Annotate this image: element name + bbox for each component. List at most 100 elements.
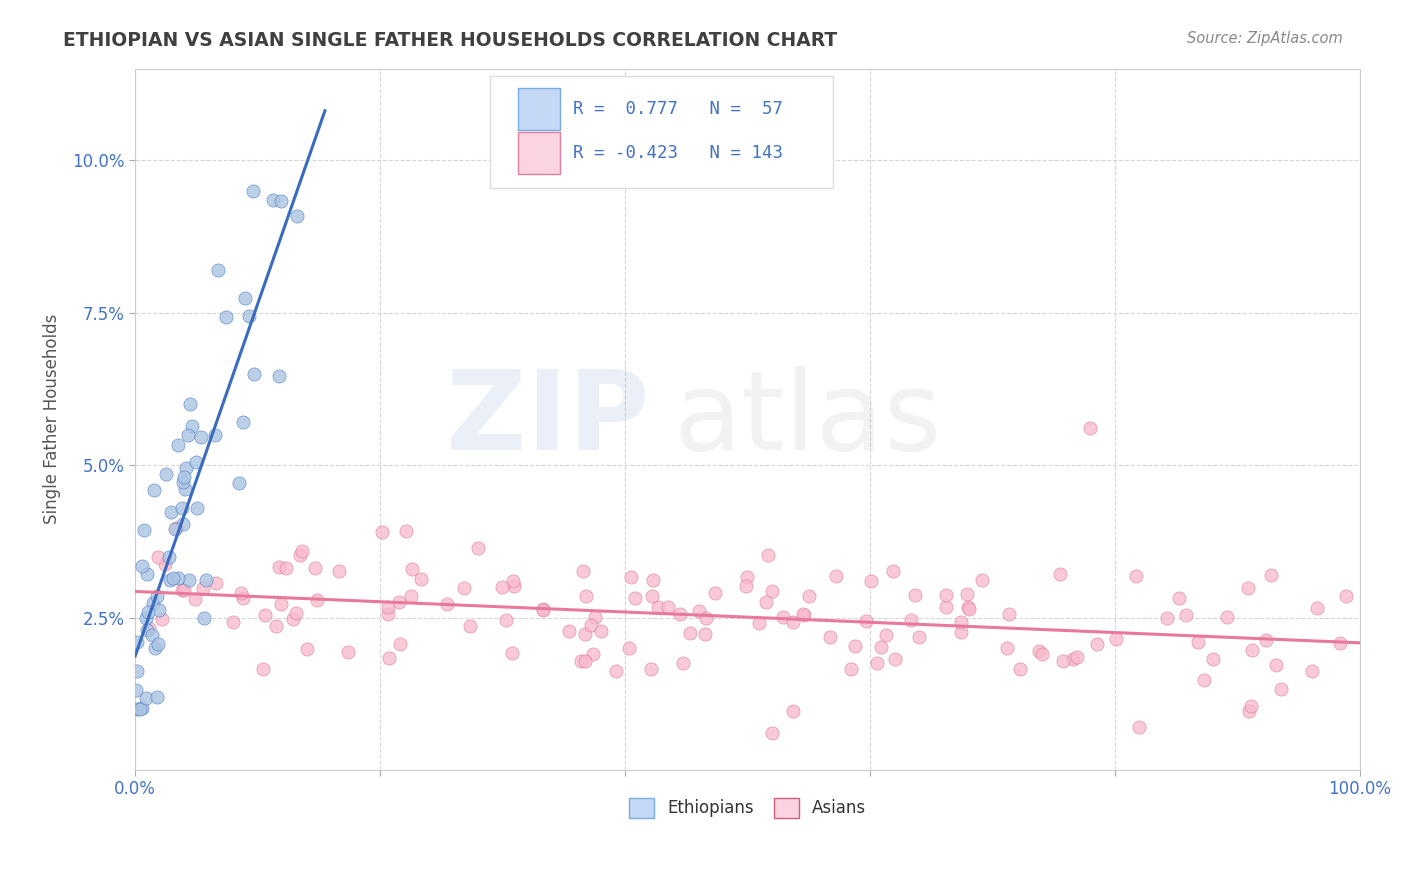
Point: [146, 637, 169, 651]
Point: [125, 664, 148, 678]
Point: [748, 615, 770, 630]
Point: [135, 690, 157, 705]
Point: [1125, 569, 1147, 583]
Point: [173, 469, 195, 483]
Point: [735, 570, 758, 584]
Point: [131, 558, 153, 573]
FancyBboxPatch shape: [519, 132, 560, 174]
Point: [1260, 567, 1282, 582]
Point: [617, 640, 640, 655]
Point: [688, 604, 710, 618]
Point: [997, 607, 1019, 621]
Point: [222, 615, 245, 629]
Point: [146, 590, 169, 604]
Point: [882, 564, 904, 578]
Point: [193, 611, 215, 625]
Point: [583, 609, 606, 624]
Point: [761, 583, 783, 598]
Point: [1066, 649, 1088, 664]
Point: [669, 607, 692, 621]
Point: [159, 573, 181, 587]
Point: [142, 596, 165, 610]
Point: [267, 369, 290, 384]
Point: [388, 594, 411, 608]
Point: [150, 612, 173, 626]
Point: [557, 624, 579, 638]
Point: [735, 579, 758, 593]
Point: [264, 619, 287, 633]
Point: [501, 646, 523, 660]
Point: [290, 549, 312, 563]
Point: [458, 618, 481, 632]
Point: [640, 662, 662, 676]
Point: [134, 524, 156, 538]
Point: [1052, 654, 1074, 668]
Text: R = -0.423   N = 143: R = -0.423 N = 143: [574, 144, 783, 162]
Point: [138, 605, 160, 619]
Point: [1028, 643, 1050, 657]
Point: [1031, 647, 1053, 661]
Point: [141, 627, 163, 641]
Text: Source: ZipAtlas.com: Source: ZipAtlas.com: [1187, 31, 1343, 46]
Point: [495, 613, 517, 627]
Text: atlas: atlas: [673, 366, 942, 473]
Point: [1240, 698, 1263, 713]
Point: [957, 599, 980, 614]
Point: [1265, 657, 1288, 672]
Point: [125, 702, 148, 716]
Point: [176, 428, 198, 442]
Point: [411, 572, 433, 586]
Point: [957, 601, 980, 615]
Point: [186, 455, 208, 469]
Point: [207, 262, 229, 277]
Point: [172, 583, 194, 598]
Point: [641, 573, 664, 587]
Point: [569, 654, 592, 668]
Point: [907, 630, 929, 644]
Point: [1254, 633, 1277, 648]
Point: [695, 626, 717, 640]
Point: [1329, 636, 1351, 650]
Point: [228, 476, 250, 491]
Point: [502, 574, 524, 588]
Point: [995, 641, 1018, 656]
Legend: Ethiopians, Asians: Ethiopians, Asians: [621, 791, 873, 825]
Point: [844, 640, 866, 654]
Point: [866, 657, 889, 671]
Point: [671, 656, 693, 670]
Point: [155, 557, 177, 571]
Point: [304, 561, 326, 575]
Point: [797, 590, 820, 604]
Point: [581, 618, 603, 632]
Point: [135, 611, 157, 625]
Point: [870, 640, 893, 654]
Point: [242, 367, 264, 381]
Point: [839, 662, 862, 676]
Point: [138, 621, 160, 635]
Point: [755, 595, 778, 609]
Point: [582, 647, 605, 661]
Point: [900, 614, 922, 628]
Point: [125, 682, 148, 697]
Point: [1334, 589, 1357, 603]
Point: [678, 625, 700, 640]
Text: ETHIOPIAN VS ASIAN SINGLE FATHER HOUSEHOLDS CORRELATION CHART: ETHIOPIAN VS ASIAN SINGLE FATHER HOUSEHO…: [63, 31, 838, 50]
Point: [162, 571, 184, 585]
Point: [131, 701, 153, 715]
Point: [1202, 652, 1225, 666]
Point: [818, 630, 841, 644]
Point: [238, 309, 260, 323]
Point: [195, 573, 218, 587]
Point: [1216, 609, 1239, 624]
Point: [1192, 673, 1215, 687]
FancyBboxPatch shape: [519, 88, 560, 129]
Point: [772, 610, 794, 624]
Point: [136, 623, 159, 637]
Point: [136, 567, 159, 582]
Point: [307, 593, 329, 607]
Point: [148, 549, 170, 564]
Point: [232, 415, 254, 429]
Point: [242, 184, 264, 198]
Point: [231, 586, 253, 600]
Point: [177, 573, 200, 587]
